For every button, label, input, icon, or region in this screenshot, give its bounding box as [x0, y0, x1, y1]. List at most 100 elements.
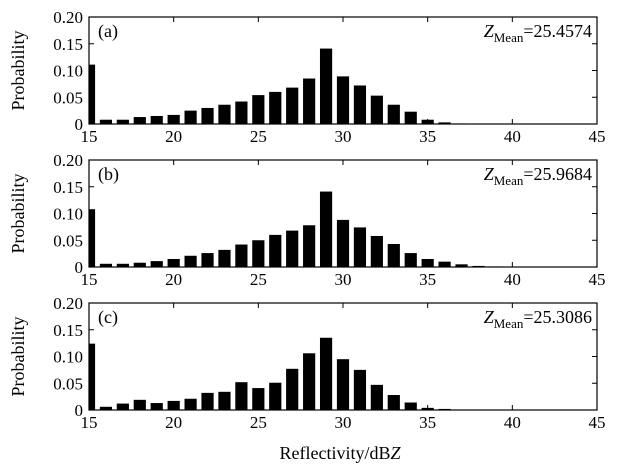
bar: [336, 219, 350, 267]
x-axis-label-italic: Z: [390, 443, 401, 463]
bar: [133, 262, 146, 267]
bar: [269, 91, 282, 124]
y-tick-label: 0.05: [53, 231, 83, 250]
y-tick-label: 0.10: [53, 62, 83, 81]
bar: [269, 382, 282, 410]
bar: [133, 399, 146, 410]
bar: [370, 95, 383, 124]
panel-label: (b): [98, 164, 119, 185]
chart-panel-1: 15 20 25 30 35 40 45 0 0.05 0.10 0.15 0.20 Probabili…: [8, 8, 606, 146]
x-tick-label: 40: [504, 413, 521, 432]
y-tick-label: 0.05: [53, 88, 83, 107]
x-axis-label-text: Reflectivity/dB: [280, 443, 391, 463]
x-tick-label: 35: [419, 127, 436, 146]
mean-annotation: ZMean=25.3086: [484, 307, 592, 331]
bar: [218, 104, 231, 124]
bar: [286, 87, 299, 124]
bar: [99, 263, 113, 267]
bar: [184, 110, 197, 125]
mean-value: =25.9684: [523, 164, 592, 184]
bar: [89, 209, 96, 267]
mean-symbol: Z: [484, 21, 495, 41]
bar: [184, 398, 197, 410]
bar: [252, 388, 265, 410]
bar: [201, 253, 214, 267]
bar: [404, 253, 417, 267]
x-tick-label: 40: [504, 270, 521, 289]
bar: [387, 244, 400, 267]
chart-panels: 15 20 25 30 35 40 45 0 0.05 0.10 0.15 0.20 Probabili…: [8, 8, 606, 432]
bar: [133, 117, 146, 124]
x-tick-label: 20: [165, 413, 182, 432]
x-tick-label: 15: [81, 127, 98, 146]
x-tick-label: 15: [81, 270, 98, 289]
y-axis-label: Probability: [8, 31, 28, 111]
bar: [184, 255, 197, 267]
y-tick-label: 0.05: [53, 374, 83, 393]
mean-symbol: Z: [484, 164, 495, 184]
bar: [353, 227, 367, 267]
bar: [99, 119, 113, 124]
mean-value: =25.3086: [523, 307, 592, 327]
mean-annotation: ZMean=25.9684: [484, 164, 592, 188]
bar: [235, 382, 248, 410]
bar: [89, 64, 96, 124]
bar: [353, 85, 367, 124]
bar: [89, 343, 96, 410]
x-tick-label: 45: [589, 413, 606, 432]
chart-panel-3: 15 20 25 30 35 40 45 0 0.05 0.10 0.15 0.20 Probabili…: [8, 294, 606, 432]
bar: [370, 384, 383, 410]
mean-annotation: ZMean=25.4574: [484, 21, 592, 45]
bar: [218, 249, 231, 267]
y-axis-label: Probability: [8, 174, 28, 254]
x-tick-label: 45: [589, 127, 606, 146]
x-tick-label: 45: [589, 270, 606, 289]
y-axis-label: Probability: [8, 317, 28, 397]
bar: [303, 225, 316, 267]
bar: [116, 263, 129, 267]
x-tick-label: 30: [335, 127, 352, 146]
y-tick-label: 0.15: [53, 178, 83, 197]
bar: [387, 104, 400, 124]
bar: [235, 101, 248, 124]
y-tick-label: 0.20: [53, 151, 83, 170]
x-tick-label: 35: [419, 270, 436, 289]
y-tick-label: 0.10: [53, 205, 83, 224]
x-tick-label: 30: [335, 413, 352, 432]
bar: [201, 107, 214, 124]
bar: [319, 48, 333, 124]
bar: [336, 76, 350, 124]
bar: [150, 403, 163, 410]
mean-value: =25.4574: [523, 21, 592, 41]
bar: [319, 337, 333, 410]
x-axis-label: Reflectivity/dBZ: [280, 443, 402, 463]
bar: [303, 78, 316, 124]
y-tick-label: 0.15: [53, 35, 83, 54]
bar: [336, 359, 350, 410]
x-tick-label: 25: [250, 127, 267, 146]
x-tick-label: 30: [335, 270, 352, 289]
bar: [99, 406, 113, 410]
y-tick-label: 0.20: [53, 8, 83, 27]
mean-subscript: Mean: [494, 30, 524, 45]
chart-panel-2: 15 20 25 30 35 40 45 0 0.05 0.10 0.15 0.20 Probabili…: [8, 151, 606, 289]
bar: [252, 240, 265, 267]
x-tick-label: 20: [165, 270, 182, 289]
x-tick-label: 40: [504, 127, 521, 146]
bar: [150, 261, 163, 267]
y-tick-label: 0: [75, 401, 84, 420]
bar: [286, 368, 299, 410]
mean-symbol: Z: [484, 307, 495, 327]
panel-label: (a): [98, 21, 118, 42]
x-tick-label: 35: [419, 413, 436, 432]
bar: [116, 119, 129, 124]
y-tick-label: 0: [75, 115, 84, 134]
panel-label: (c): [98, 307, 118, 328]
bar: [404, 402, 417, 410]
bar: [387, 395, 400, 410]
bar: [319, 191, 333, 267]
bar: [150, 115, 163, 124]
x-tick-label: 20: [165, 127, 182, 146]
bar: [218, 391, 231, 410]
